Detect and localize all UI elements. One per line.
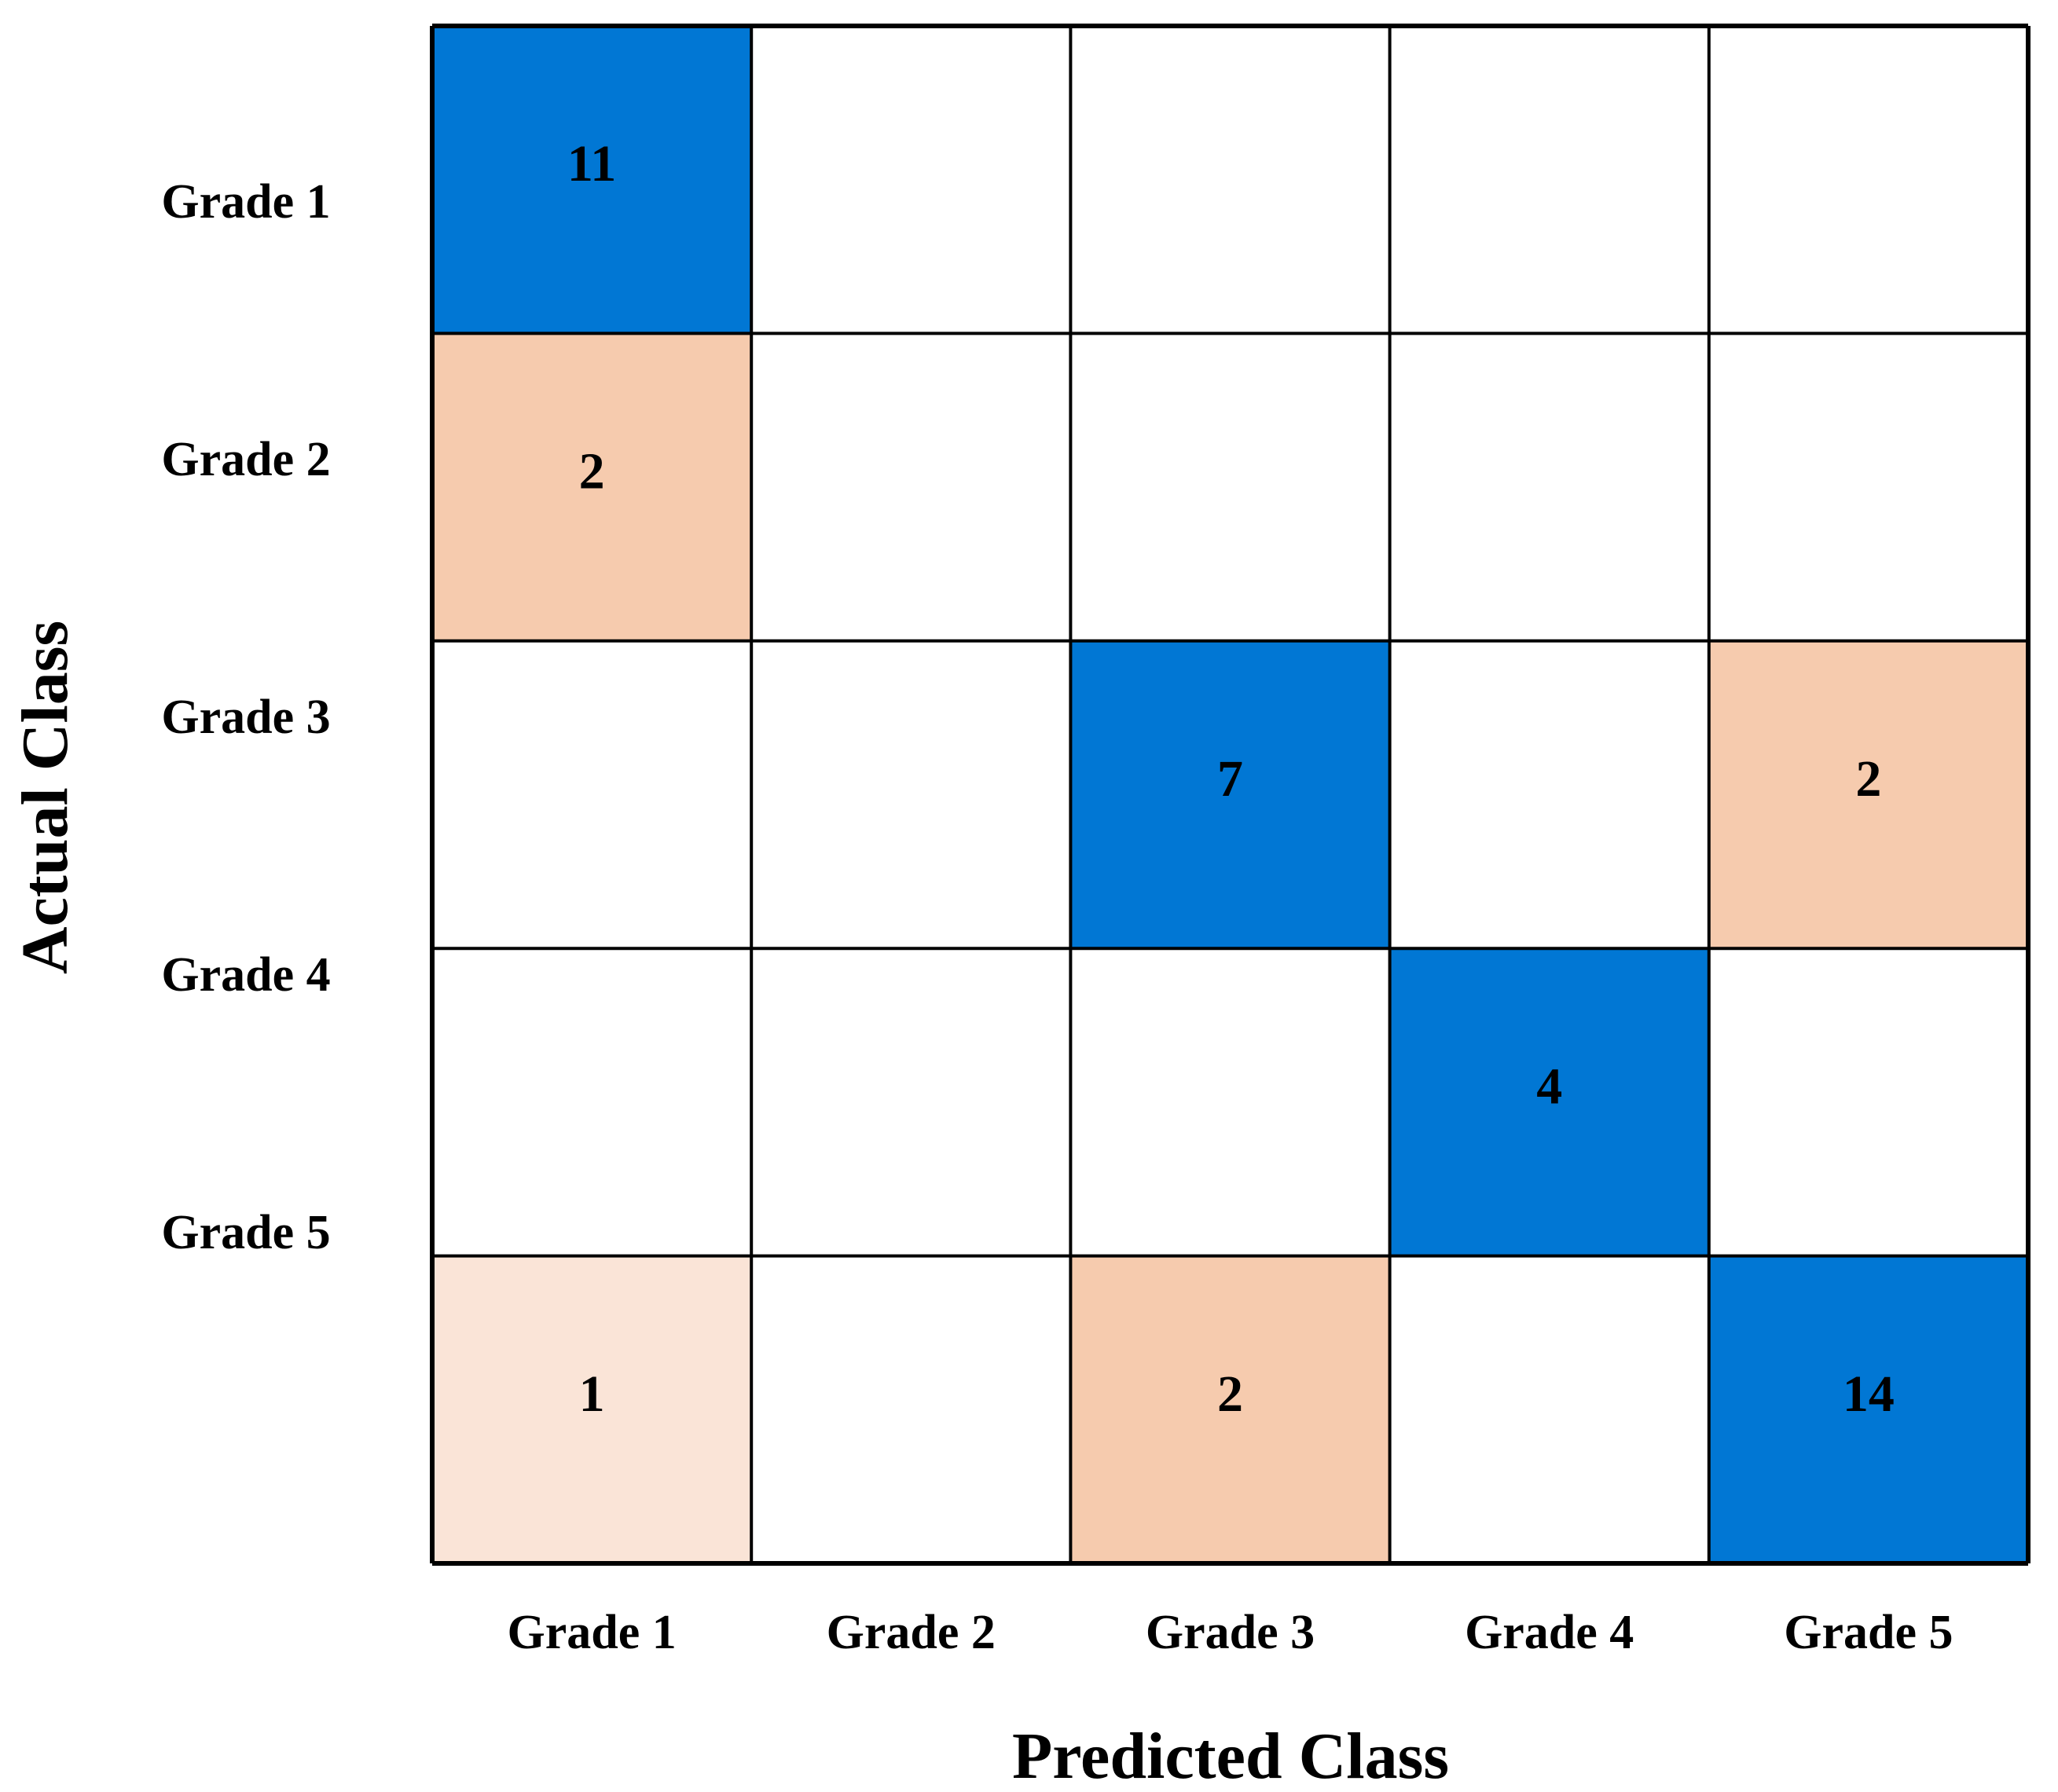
cell-value-r5-c1: 1 bbox=[579, 1365, 605, 1423]
y-tick-label: Grade 5 bbox=[161, 1206, 330, 1259]
y-tick-label: Grade 4 bbox=[161, 948, 330, 1002]
cell-r1-c5 bbox=[1708, 26, 2028, 334]
cell-r5-c1 bbox=[432, 1255, 752, 1563]
matrix-cells bbox=[432, 26, 2028, 1563]
cell-r4-c3 bbox=[1070, 948, 1390, 1256]
cell-r2-c1 bbox=[432, 333, 752, 641]
cell-r2-c2 bbox=[751, 333, 1071, 641]
cell-value-r3-c5: 2 bbox=[1855, 750, 1881, 808]
cell-r3-c3 bbox=[1070, 640, 1390, 949]
cell-value-r2-c1: 2 bbox=[579, 443, 605, 500]
cell-r3-c1 bbox=[432, 640, 752, 949]
cell-r1-c1 bbox=[432, 26, 752, 334]
cell-r3-c5 bbox=[1708, 640, 2028, 949]
x-tick-labels: Grade 1 Grade 2 Grade 3 Grade 4 Grade 5 bbox=[507, 1606, 1953, 1659]
x-tick-label: Grade 2 bbox=[827, 1606, 996, 1659]
cell-value-r5-c5: 14 bbox=[1843, 1365, 1895, 1423]
cell-r4-c1 bbox=[432, 948, 752, 1256]
cell-r5-c3 bbox=[1070, 1255, 1390, 1563]
cell-value-r5-c3: 2 bbox=[1217, 1365, 1243, 1423]
cell-values: 11 2 7 2 4 1 2 14 bbox=[567, 135, 1895, 1423]
y-tick-labels: Grade 1 Grade 2 Grade 3 Grade 4 Grade 5 bbox=[161, 175, 330, 1259]
cell-r4-c2 bbox=[751, 948, 1071, 1256]
cell-r4-c5 bbox=[1708, 948, 2028, 1256]
cell-r1-c3 bbox=[1070, 26, 1390, 334]
cell-r5-c4 bbox=[1389, 1255, 1709, 1563]
y-axis-title: Actual Class bbox=[9, 621, 82, 974]
cell-r2-c3 bbox=[1070, 333, 1390, 641]
x-tick-label: Grade 5 bbox=[1784, 1606, 1953, 1659]
cell-r3-c4 bbox=[1389, 640, 1709, 949]
matrix-grid bbox=[430, 24, 2030, 1566]
cell-value-r1-c1: 11 bbox=[567, 135, 616, 192]
cell-r2-c4 bbox=[1389, 333, 1709, 641]
cell-r3-c2 bbox=[751, 640, 1071, 949]
cell-value-r3-c3: 7 bbox=[1217, 750, 1243, 808]
cell-r5-c5 bbox=[1708, 1255, 2028, 1563]
cell-r4-c4 bbox=[1389, 948, 1709, 1256]
x-tick-label: Grade 3 bbox=[1146, 1606, 1315, 1659]
y-tick-label: Grade 3 bbox=[161, 691, 330, 744]
cell-r2-c5 bbox=[1708, 333, 2028, 641]
cell-value-r4-c4: 4 bbox=[1536, 1057, 1562, 1115]
cell-r1-c2 bbox=[751, 26, 1071, 334]
cell-r1-c4 bbox=[1389, 26, 1709, 334]
y-tick-label: Grade 1 bbox=[161, 175, 330, 229]
x-tick-label: Grade 4 bbox=[1465, 1606, 1634, 1659]
cell-r5-c2 bbox=[751, 1255, 1071, 1563]
x-tick-label: Grade 1 bbox=[507, 1606, 676, 1659]
y-tick-label: Grade 2 bbox=[161, 433, 330, 486]
x-axis-title: Predicted Class bbox=[1012, 1720, 1449, 1792]
